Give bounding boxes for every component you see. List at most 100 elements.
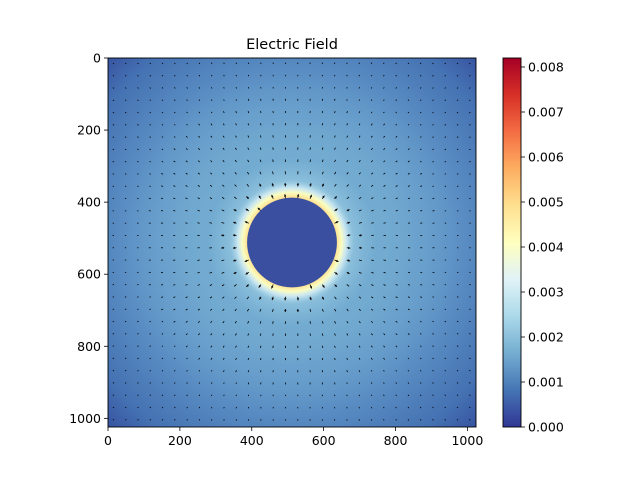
quiver-arrow bbox=[149, 382, 152, 384]
heatmap-area bbox=[108, 58, 476, 427]
quiver-arrow bbox=[247, 147, 250, 150]
quiver-arrow bbox=[137, 160, 139, 163]
quiver-arrow bbox=[419, 419, 422, 421]
y-axis: 0 200 400 600 800 1000 bbox=[69, 51, 108, 426]
quiver-arrow bbox=[160, 197, 164, 200]
y-tick-label: 200 bbox=[77, 123, 101, 138]
quiver-arrow bbox=[309, 159, 311, 163]
quiver-arrowhead bbox=[296, 298, 300, 301]
quiver-arrow bbox=[346, 172, 349, 175]
quiver-arrow bbox=[395, 382, 397, 384]
quiver-arrowhead bbox=[232, 234, 236, 237]
quiver-arrow bbox=[407, 136, 410, 138]
quiver-arrow bbox=[161, 394, 164, 397]
quiver-arrow bbox=[209, 296, 213, 299]
quiver-arrow bbox=[407, 284, 411, 286]
quiver-arrow bbox=[112, 136, 115, 138]
quiver-arrow bbox=[198, 345, 201, 348]
quiver-arrow bbox=[395, 160, 398, 163]
quiver-arrow bbox=[233, 284, 237, 287]
quiver-arrow bbox=[407, 185, 410, 187]
quiver-arrow bbox=[197, 172, 200, 175]
quiver-arrow bbox=[358, 196, 362, 200]
quiver-arrow bbox=[469, 148, 471, 151]
quiver-arrow bbox=[185, 160, 188, 163]
quiver-arrow bbox=[395, 172, 398, 175]
quiver-arrow bbox=[124, 124, 127, 126]
quiver-arrow bbox=[149, 357, 152, 360]
quiver-arrow bbox=[370, 333, 373, 336]
quiver-arrow bbox=[197, 209, 200, 212]
quiver-arrow bbox=[137, 99, 139, 102]
quiver-arrow bbox=[173, 136, 176, 138]
quiver-arrow bbox=[456, 345, 459, 347]
quiver-arrow bbox=[444, 394, 447, 397]
quiver-arrow bbox=[198, 135, 201, 138]
quiver-arrowhead bbox=[347, 209, 350, 212]
quiver-arrow bbox=[407, 382, 410, 384]
quiver-arrow bbox=[407, 74, 410, 77]
quiver-arrow bbox=[444, 160, 447, 163]
quiver-arrow bbox=[346, 382, 348, 384]
quiver-arrow bbox=[186, 99, 188, 101]
quiver-arrow bbox=[137, 394, 139, 397]
quiver-arrow bbox=[185, 284, 188, 286]
quiver-arrowhead bbox=[245, 208, 249, 212]
quiver-arrow bbox=[383, 357, 386, 360]
quiver-arrow bbox=[334, 357, 336, 361]
quiver-arrow bbox=[222, 320, 225, 324]
quiver-arrow bbox=[210, 345, 213, 348]
quiver-arrow bbox=[247, 357, 250, 361]
quiver-arrow bbox=[420, 172, 423, 175]
quiver-arrow bbox=[173, 357, 176, 360]
quiver-arrow bbox=[456, 357, 459, 360]
quiver-arrow bbox=[370, 345, 373, 348]
quiver-arrow bbox=[407, 271, 411, 274]
quiver-arrow bbox=[371, 222, 374, 224]
quiver-arrow bbox=[197, 308, 200, 311]
quiver-arrow bbox=[198, 87, 201, 89]
quiver-arrow bbox=[161, 308, 164, 311]
quiver-arrow bbox=[186, 74, 188, 77]
quiver-arrow bbox=[419, 136, 422, 138]
quiver-arrow bbox=[210, 333, 213, 336]
quiver-arrow bbox=[407, 296, 411, 298]
quiver-arrow bbox=[444, 99, 447, 102]
charge-disk bbox=[247, 197, 337, 288]
quiver-arrowhead bbox=[221, 234, 224, 237]
quiver-arrow bbox=[272, 159, 274, 163]
quiver-arrow bbox=[124, 357, 127, 360]
quiver-arrow bbox=[112, 394, 115, 396]
quiver-arrow bbox=[395, 197, 398, 200]
quiver-arrow bbox=[334, 171, 337, 175]
quiver-arrow bbox=[137, 74, 139, 77]
quiver-arrow bbox=[371, 197, 374, 200]
quiver-arrowhead bbox=[271, 183, 275, 186]
quiver-arrow bbox=[358, 271, 362, 274]
quiver-arrow bbox=[197, 160, 201, 163]
quiver-arrow bbox=[468, 406, 471, 409]
quiver-arrow bbox=[334, 333, 336, 336]
quiver-arrow bbox=[395, 271, 398, 274]
quiver-arrow bbox=[334, 321, 337, 324]
quiver-arrow bbox=[407, 87, 410, 89]
quiver-arrow bbox=[346, 111, 348, 114]
quiver-arrow bbox=[198, 148, 201, 151]
quiver-arrow bbox=[112, 75, 115, 77]
quiver-arrow bbox=[383, 148, 386, 151]
quiver-arrow bbox=[321, 135, 324, 138]
quiver-arrow bbox=[161, 419, 164, 421]
quiver-arrow bbox=[173, 333, 176, 335]
quiver-arrow bbox=[174, 62, 176, 65]
quiver-arrow bbox=[468, 394, 471, 396]
quiver-arrow bbox=[185, 185, 188, 187]
quiver-arrow bbox=[334, 98, 336, 101]
quiver-arrow bbox=[383, 406, 385, 409]
quiver-arrow bbox=[346, 308, 349, 312]
quiver-arrow bbox=[112, 87, 115, 89]
quiver-arrow bbox=[197, 185, 200, 187]
quiver-arrow bbox=[395, 148, 398, 151]
quiver-arrow bbox=[124, 87, 127, 89]
quiver-arrow bbox=[358, 135, 361, 138]
